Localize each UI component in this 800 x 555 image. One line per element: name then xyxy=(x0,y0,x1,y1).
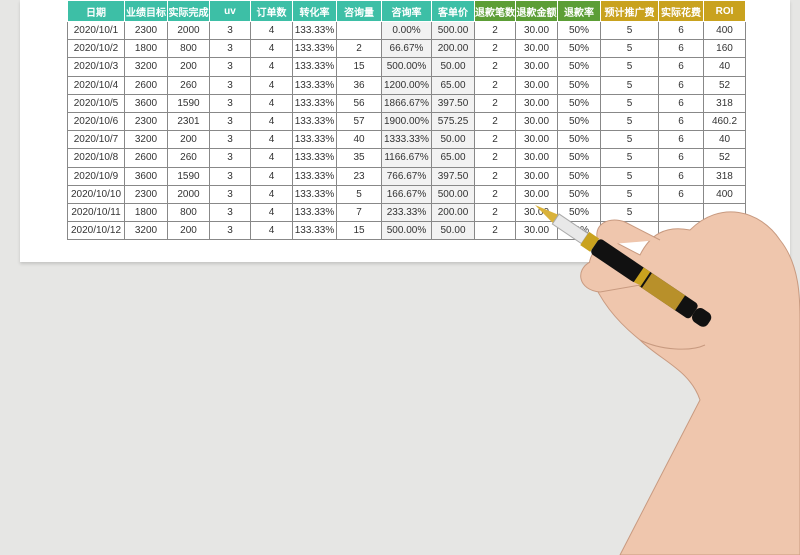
data-table: 日期 业绩目标 实际完成 uv 订单数 转化率 咨询量 咨询率 客单价 退款笔数 退款金额 退款率 预计… xyxy=(67,0,746,241)
data-row: 2020/10/9 3600 1590 3 4 133.33% 23 766.67% 397.5… xyxy=(67,166,746,186)
header-cell: 退款金额 xyxy=(515,0,558,22)
header-cell: 实际完成 xyxy=(167,0,210,22)
cell: 5 xyxy=(600,93,659,113)
cell: 65.00 xyxy=(431,148,475,168)
cell: 500.00% xyxy=(381,57,432,77)
cell: 1866.67% xyxy=(381,93,432,113)
data-row: 2020/10/5 3600 1590 3 4 133.33% 56 1866.67% 397.… xyxy=(67,93,746,113)
cell: 133.33% xyxy=(292,75,337,95)
cell: 65.00 xyxy=(431,75,475,95)
cell: 30.00 xyxy=(515,75,558,95)
cell: 133.33% xyxy=(292,221,337,241)
header-cell: 订单数 xyxy=(250,0,293,22)
header-cell: 咨询率 xyxy=(381,0,432,22)
cell: 2 xyxy=(474,75,516,95)
header-cell: 客单价 xyxy=(431,0,475,22)
header-cell: 咨询量 xyxy=(336,0,382,22)
cell: 318 xyxy=(703,93,746,113)
cell: 2020/10/12 xyxy=(67,221,125,241)
header-row: 日期 业绩目标 实际完成 uv 订单数 转化率 咨询量 咨询率 客单价 退款笔数 退款金额 退款率 预计… xyxy=(67,0,746,22)
cell: 50.00 xyxy=(431,221,475,241)
cell: 2020/10/5 xyxy=(67,93,125,113)
header-cell: 预计推广费 xyxy=(600,0,659,22)
data-row: 2020/10/3 3200 200 3 4 133.33% 15 500.00% 50.00 2… xyxy=(67,57,746,77)
data-row: 2020/10/7 3200 200 3 4 133.33% 40 1333.33% 50.00… xyxy=(67,130,746,150)
cell: 50.00 xyxy=(431,130,475,150)
data-row: 2020/10/8 2600 260 3 4 133.33% 35 1166.67% 65.00… xyxy=(67,148,746,168)
cell: 50% xyxy=(557,75,601,95)
cell: 2600 xyxy=(124,75,168,95)
cell: 2 xyxy=(474,221,516,241)
data-row: 2020/10/11 1800 800 3 4 133.33% 7 233.33% 200.00… xyxy=(67,202,746,223)
cell: 40 xyxy=(703,57,746,77)
cell: 66.67% xyxy=(381,39,432,59)
data-row: 2020/10/1 2300 2000 3 4 133.33% 0.00% 500.00 2 30… xyxy=(67,20,746,41)
cell: 500.00% xyxy=(381,221,432,241)
cell: 397.50 xyxy=(431,93,475,113)
data-row: 2020/10/4 2600 260 3 4 133.33% 36 1200.00% 65.00… xyxy=(67,75,746,95)
header-cell: ROI xyxy=(703,0,746,22)
cell: 575.25 xyxy=(431,111,475,132)
cell: 2020/10/3 xyxy=(67,57,125,77)
cell: 36 xyxy=(336,75,382,95)
cell: 133.33% xyxy=(292,57,337,77)
cell: 1200.00% xyxy=(381,75,432,95)
cell: 1900.00% xyxy=(381,111,432,132)
cell: 766.67% xyxy=(381,166,432,186)
cell: 4 xyxy=(250,75,293,95)
data-row: 2020/10/10 2300 2000 3 4 133.33% 5 166.67% 500.0… xyxy=(67,184,746,204)
cell: 3 xyxy=(209,75,251,95)
cell: 1333.33% xyxy=(381,130,432,150)
cell: 52 xyxy=(703,75,746,95)
cell: 1166.67% xyxy=(381,148,432,168)
cell: 233.33% xyxy=(381,202,432,223)
